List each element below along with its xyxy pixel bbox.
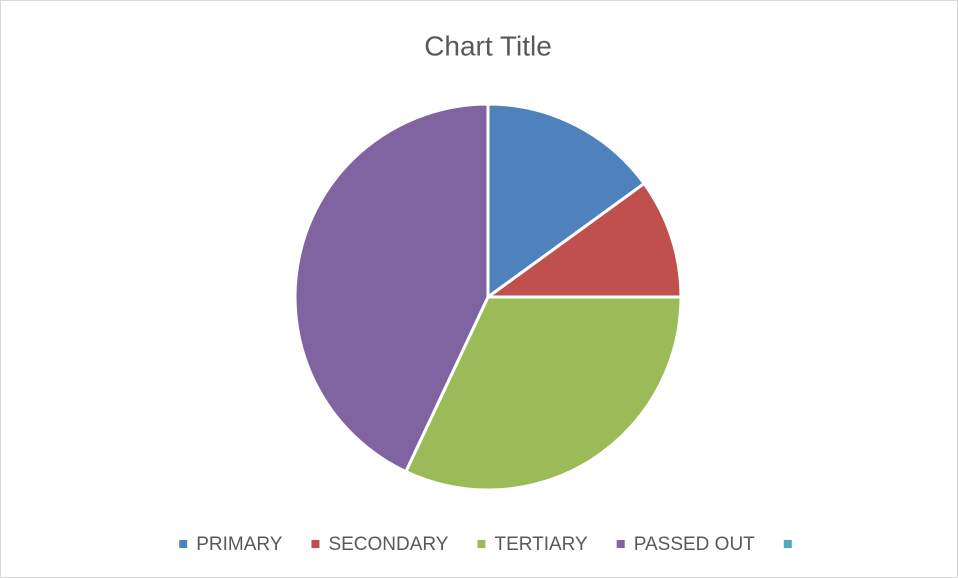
pie-slice [403, 295, 683, 492]
legend-swatch [179, 540, 188, 548]
pie-slice [483, 181, 683, 299]
legend-swatch [311, 540, 320, 548]
legend: PRIMARY SECONDARY TERTIARY PASSED OUT [179, 534, 792, 555]
legend-swatch [783, 540, 792, 548]
legend-label: PRIMARY [196, 534, 283, 555]
chart-title: Chart Title [424, 30, 552, 61]
legend-label: PASSED OUT [634, 534, 755, 555]
legend-swatch [616, 540, 625, 548]
legend-label: TERTIARY [494, 534, 588, 555]
pie-slice [293, 102, 490, 474]
pie-slice [486, 102, 647, 300]
legend-swatch [477, 540, 486, 548]
legend-label: SECONDARY [328, 534, 448, 555]
